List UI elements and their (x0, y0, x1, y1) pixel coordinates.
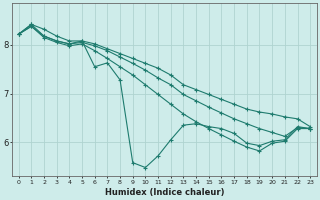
X-axis label: Humidex (Indice chaleur): Humidex (Indice chaleur) (105, 188, 224, 197)
